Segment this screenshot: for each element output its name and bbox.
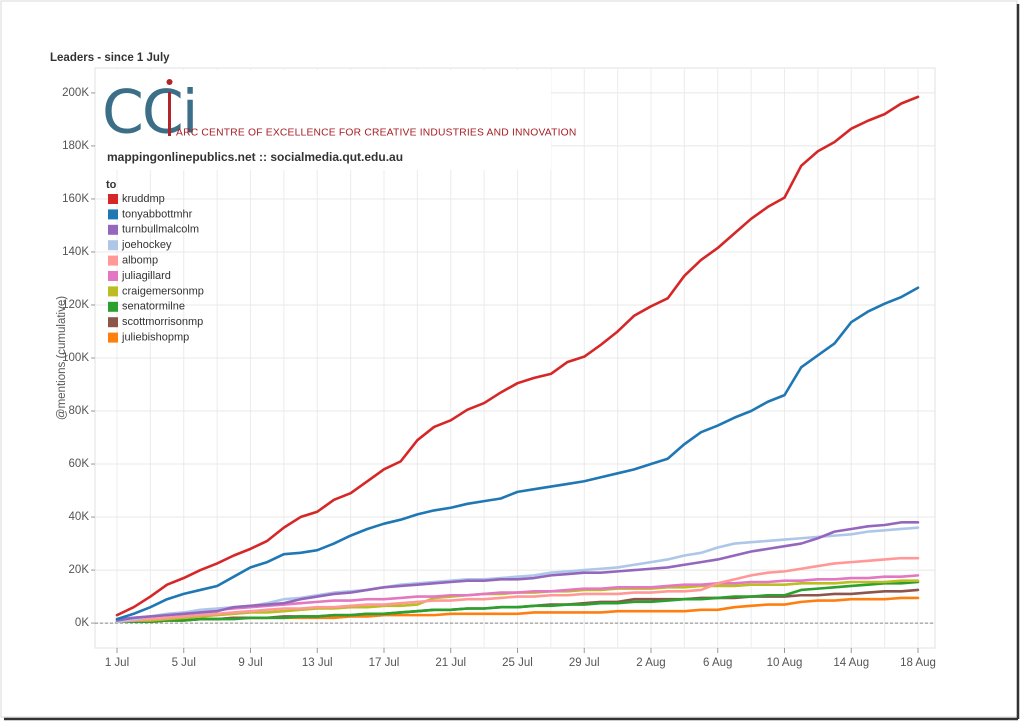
- y-tick-label: 20K: [69, 564, 90, 576]
- x-tick-label: 6 Aug: [703, 657, 732, 669]
- series-line: [115, 574, 920, 621]
- legend-label: craigemersonmp: [122, 285, 204, 297]
- series-line: [115, 580, 920, 624]
- y-tick-label: 200K: [62, 87, 89, 99]
- chart-title: Leaders - since 1 July: [50, 52, 170, 64]
- y-tick-label: 40K: [69, 511, 90, 523]
- credit: mappingonlinepublics.net :: socialmedia.…: [107, 150, 403, 164]
- x-tick-label: 13 Jul: [302, 657, 333, 669]
- x-tick-label: 9 Jul: [238, 657, 262, 669]
- x-tick-label: 14 Aug: [833, 657, 869, 669]
- legend-label: joehockey: [121, 239, 172, 251]
- logo-background: [96, 70, 551, 170]
- y-tick-label: 0K: [75, 617, 89, 629]
- series-line: [115, 521, 920, 622]
- y-tick-label: 60K: [69, 458, 90, 470]
- logo-bar: [168, 92, 171, 136]
- y-tick-label: 100K: [62, 352, 89, 364]
- legend-label: senatormilne: [122, 301, 185, 313]
- logo-subtitle: ARC CENTRE OF EXCELLENCE FOR CREATIVE IN…: [176, 128, 577, 139]
- x-tick-label: 10 Aug: [767, 657, 803, 669]
- y-axis-label: @mentions (cumulative): [56, 296, 68, 420]
- x-tick-label: 21 Jul: [435, 657, 466, 669]
- logo-mark: CCi: [102, 78, 196, 148]
- legend-label: tonyabbottmhr: [122, 208, 193, 220]
- legend-label: juliagillard: [121, 270, 171, 282]
- logo-dot: [166, 79, 173, 85]
- x-tick-label: 2 Aug: [636, 657, 665, 669]
- legend-label: scottmorrisonmp: [122, 316, 203, 328]
- legend-label: albomp: [122, 255, 158, 267]
- y-tick-label: 160K: [62, 193, 89, 205]
- series-line: [115, 556, 920, 624]
- legend-swatch: [108, 224, 118, 235]
- legend-label: juliebishopmp: [121, 332, 189, 344]
- x-tick-label: 5 Jul: [172, 657, 196, 669]
- x-tick-label: 25 Jul: [502, 657, 533, 669]
- legend-title: to: [106, 179, 117, 191]
- series-line: [115, 95, 920, 617]
- legend-label: turnbullmalcolm: [122, 224, 199, 236]
- series-line: [115, 286, 920, 621]
- x-tick-label: 17 Jul: [369, 657, 400, 669]
- legend-label: kruddmp: [122, 193, 165, 205]
- y-tick-label: 140K: [62, 246, 89, 258]
- legend-swatch: [108, 286, 118, 297]
- x-tick-label: 29 Jul: [569, 657, 600, 669]
- x-tick-label: 1 Jul: [105, 657, 129, 669]
- legend-swatch: [108, 209, 118, 220]
- legend-swatch: [108, 271, 118, 281]
- legend-swatch: [108, 301, 118, 312]
- y-tick-label: 80K: [69, 405, 90, 417]
- x-tick-label: 18 Aug: [900, 657, 936, 669]
- legend-swatch: [108, 194, 118, 204]
- legend-swatch: [108, 332, 118, 343]
- y-tick-label: 120K: [62, 299, 89, 311]
- legend-swatch: [108, 240, 118, 251]
- y-tick-label: 180K: [62, 140, 89, 152]
- legend-swatch: [108, 317, 118, 328]
- legend-swatch: [108, 255, 118, 266]
